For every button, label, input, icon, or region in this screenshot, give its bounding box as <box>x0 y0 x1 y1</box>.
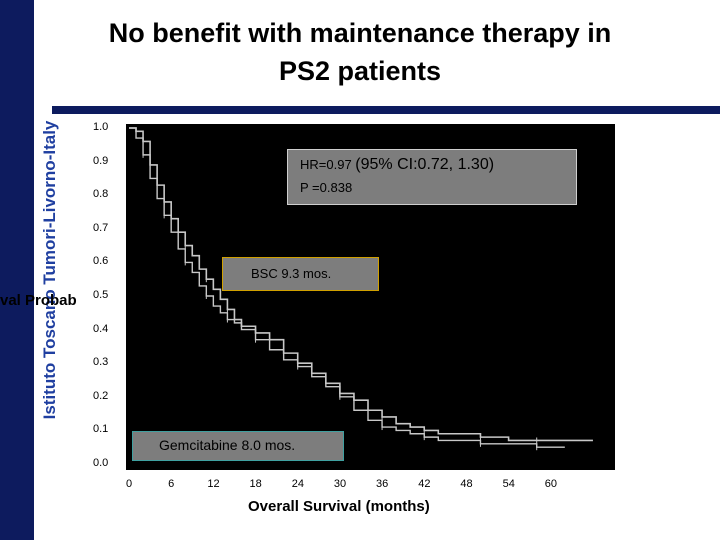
institution-label: Istituto Toscano Tumori-Livorno-Italy <box>40 120 59 420</box>
x-tick-label: 6 <box>168 478 175 490</box>
y-tick-label: 0.2 <box>93 389 109 402</box>
y-axis-label: val Probab <box>0 292 77 309</box>
y-tick-label: 0.8 <box>93 188 109 201</box>
x-tick-label: 42 <box>418 478 431 490</box>
x-axis-label: Overall Survival (months) <box>248 498 430 515</box>
y-tick-label: 0.4 <box>93 322 109 335</box>
x-tick-label: 18 <box>249 478 262 490</box>
hazard-ratio-box: HR=0.97 (95% CI:0.72, 1.30) P =0.838 <box>287 149 577 205</box>
y-tick-label: 0.7 <box>93 221 109 234</box>
hr-line: HR=0.97 (95% CI:0.72, 1.30) <box>300 156 494 174</box>
y-tick-label: 0.0 <box>93 457 109 469</box>
x-tick-label: 30 <box>333 478 347 490</box>
x-tick-label: 54 <box>502 478 515 490</box>
title-line-1: No benefit with maintenance therapy in <box>108 18 612 48</box>
p-value: P =0.838 <box>300 180 353 195</box>
gemcitabine-median-label: Gemcitabine 8.0 mos. <box>159 437 296 453</box>
hr-ci: (95% CI:0.72, 1.30) <box>355 156 495 173</box>
y-tick-label: 0.5 <box>93 289 109 301</box>
y-tick-label: 0.6 <box>93 255 109 268</box>
y-tick-label: 1.0 <box>93 121 109 133</box>
x-tick-label: 24 <box>291 478 304 490</box>
slide-title: No benefit with maintenance therapy in P… <box>80 14 640 90</box>
title-line-2: PS2 patients <box>278 56 442 86</box>
x-tick-label: 12 <box>207 478 220 490</box>
y-tick-label: 0.9 <box>93 154 109 167</box>
x-tick-label: 0 <box>126 478 133 490</box>
bsc-median-label: BSC 9.3 mos. <box>251 266 332 281</box>
gemcitabine-median-box: Gemcitabine 8.0 mos. <box>132 431 344 461</box>
sidebar-bar <box>0 0 34 540</box>
x-tick-label: 48 <box>460 478 473 490</box>
x-tick-label: 60 <box>544 478 557 490</box>
hr-value: HR=0.97 <box>300 157 352 172</box>
x-tick-label: 36 <box>376 478 389 490</box>
y-tick-label: 0.1 <box>93 423 109 436</box>
title-divider <box>52 106 720 114</box>
bsc-median-box: BSC 9.3 mos. <box>222 257 379 291</box>
y-tick-label: 0.3 <box>93 356 109 369</box>
